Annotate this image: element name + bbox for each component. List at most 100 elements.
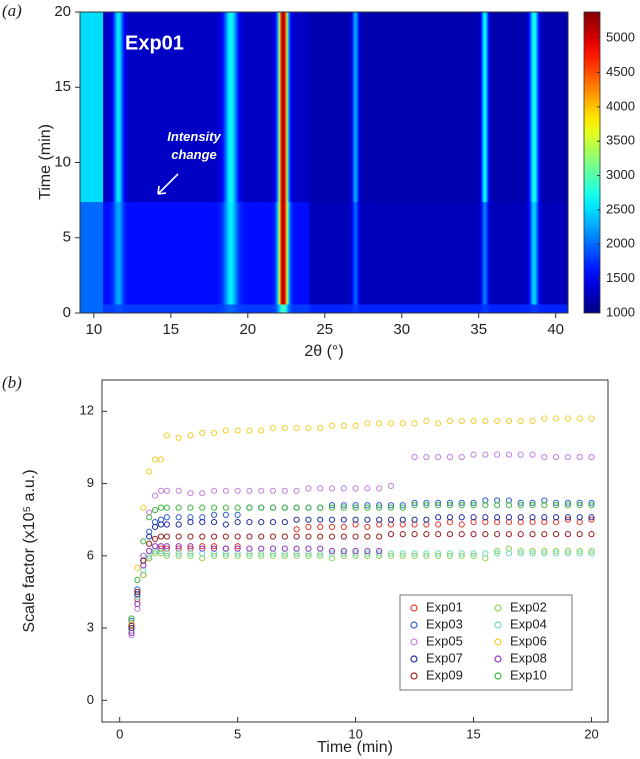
- data-point: [364, 485, 371, 492]
- data-point: [387, 516, 395, 523]
- x-axis-label: Time (min): [317, 739, 393, 756]
- x-tick-label: 20: [584, 726, 598, 741]
- data-point: [435, 499, 442, 506]
- data-point: [576, 547, 583, 555]
- data-point: [435, 531, 442, 538]
- legend-box: [399, 594, 573, 691]
- data-point: [305, 533, 312, 540]
- data-point: [446, 502, 454, 509]
- data-point: [576, 415, 583, 422]
- data-point: [576, 499, 583, 506]
- data-point: [151, 543, 159, 550]
- data-point: [175, 504, 182, 511]
- data-point: [399, 552, 406, 559]
- peak-band: [476, 201, 493, 305]
- data-point: [328, 516, 336, 523]
- data-point: [364, 516, 371, 523]
- data-point: [387, 504, 395, 511]
- colorbar-tick-label: 2500: [606, 201, 635, 216]
- data-point: [199, 543, 206, 550]
- data-point: [222, 487, 229, 494]
- data-point: [246, 545, 253, 552]
- data-point: [411, 550, 418, 557]
- data-point: [258, 504, 265, 511]
- data-point: [234, 487, 241, 494]
- data-point: [446, 453, 454, 461]
- data-point: [163, 432, 170, 439]
- data-point: [458, 417, 465, 425]
- data-point: [222, 504, 229, 511]
- data-point: [281, 518, 288, 526]
- data-point: [352, 485, 359, 492]
- data-point: [151, 456, 159, 463]
- data-point: [494, 502, 501, 509]
- peak-band: [523, 12, 545, 203]
- data-point: [482, 514, 489, 521]
- data-point: [317, 485, 324, 492]
- data-point: [305, 545, 312, 552]
- data-point: [328, 502, 336, 509]
- x-tick-label: 40: [547, 321, 564, 338]
- data-point: [187, 552, 194, 559]
- panel-label: (a): [2, 1, 22, 20]
- data-point: [435, 502, 442, 509]
- data-point: [293, 526, 300, 533]
- data-point: [281, 425, 288, 432]
- data-point: [588, 531, 595, 538]
- data-point: [340, 523, 347, 531]
- data-point: [529, 451, 536, 458]
- data-point: [541, 547, 548, 555]
- data-point: [576, 502, 583, 509]
- data-point: [210, 487, 218, 494]
- data-point: [364, 547, 371, 555]
- data-point: [134, 576, 141, 584]
- data-point: [269, 545, 277, 552]
- data-point: [163, 550, 170, 557]
- data-point: [435, 453, 442, 461]
- data-point: [458, 552, 465, 559]
- data-point: [157, 504, 165, 511]
- data-point: [199, 518, 206, 526]
- x-tick-label: 20: [239, 321, 256, 338]
- data-point: [305, 425, 312, 432]
- data-point: [340, 516, 347, 523]
- data-point: [588, 516, 595, 523]
- colorbar-tick-label: 1500: [606, 270, 635, 285]
- data-point: [458, 550, 465, 557]
- peak-band: [347, 201, 364, 305]
- data-point: [234, 552, 241, 559]
- data-point: [576, 514, 583, 521]
- data-point: [317, 425, 324, 432]
- legend-label: Exp02: [510, 599, 547, 614]
- data-point: [541, 531, 548, 538]
- data-point: [423, 550, 430, 557]
- x-axis-label: 2θ (°): [304, 343, 343, 360]
- legend-label: Exp07: [426, 650, 463, 665]
- data-point: [517, 502, 524, 509]
- data-point: [576, 531, 583, 538]
- data-point: [210, 504, 218, 511]
- legend: Exp01 Exp02 Exp03 Exp04 Exp05 Exp06 Exp07 Exp08…: [399, 594, 573, 691]
- data-point: [305, 516, 312, 523]
- data-point: [146, 514, 153, 521]
- data-point: [328, 485, 336, 492]
- data-point: [399, 420, 406, 427]
- data-point: [293, 533, 300, 540]
- data-point: [387, 482, 395, 490]
- data-point: [222, 521, 229, 528]
- data-point: [482, 417, 489, 425]
- data-point: [423, 552, 430, 559]
- data-point: [187, 490, 194, 497]
- legend-label: Exp05: [426, 633, 463, 648]
- data-point: [470, 502, 477, 509]
- data-point: [494, 547, 501, 555]
- data-point: [187, 543, 194, 550]
- data-point: [505, 502, 513, 509]
- data-point: [258, 427, 265, 434]
- data-point: [210, 552, 218, 559]
- data-point: [352, 533, 359, 540]
- data-point: [234, 504, 241, 511]
- data-point: [564, 547, 571, 555]
